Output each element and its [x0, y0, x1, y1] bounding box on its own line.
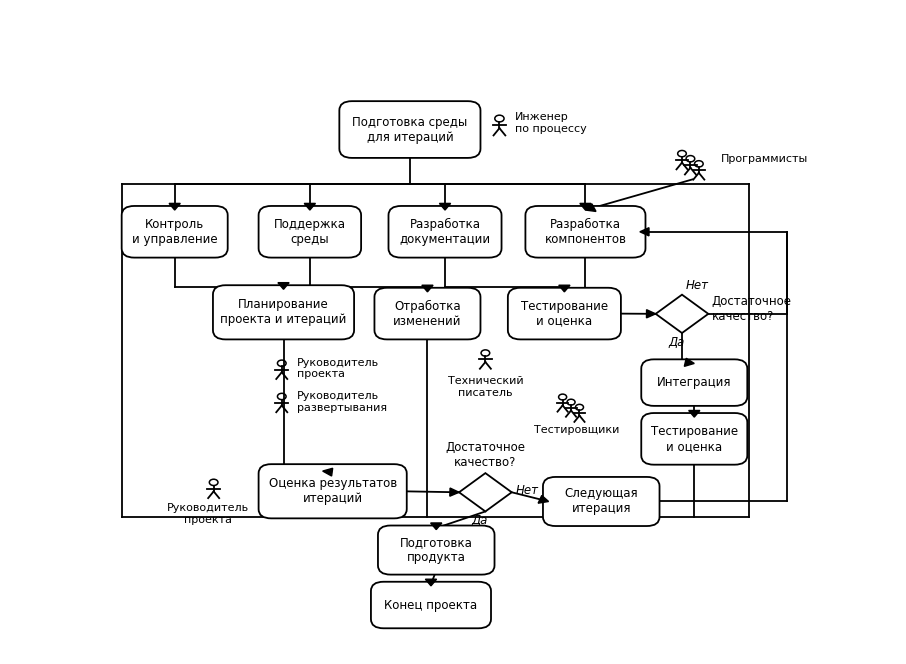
FancyBboxPatch shape: [641, 413, 747, 465]
Text: Подготовка среды
для итераций: Подготовка среды для итераций: [352, 116, 467, 143]
Text: Контроль
и управление: Контроль и управление: [132, 218, 217, 246]
Text: Да: Да: [472, 514, 488, 527]
Polygon shape: [439, 203, 450, 210]
Polygon shape: [430, 523, 442, 530]
Polygon shape: [169, 203, 180, 210]
FancyBboxPatch shape: [389, 206, 502, 258]
Text: Достаточное
качество?: Достаточное качество?: [446, 441, 525, 469]
Text: Нет: Нет: [516, 484, 538, 497]
Polygon shape: [304, 203, 315, 210]
Text: Разработка
документации: Разработка документации: [400, 218, 490, 246]
Polygon shape: [684, 359, 694, 367]
Text: Подготовка
продукта: Подготовка продукта: [400, 536, 473, 564]
FancyBboxPatch shape: [374, 288, 480, 339]
FancyBboxPatch shape: [508, 288, 621, 339]
Text: Отработка
изменений: Отработка изменений: [393, 299, 462, 327]
FancyBboxPatch shape: [258, 464, 407, 519]
Polygon shape: [538, 495, 548, 503]
Text: Руководитель
проекта: Руководитель проекта: [297, 358, 380, 379]
Text: Планирование
проекта и итераций: Планирование проекта и итераций: [220, 298, 347, 326]
Text: Разработка
компонентов: Разработка компонентов: [545, 218, 626, 246]
Text: Нет: Нет: [686, 279, 708, 292]
Polygon shape: [656, 295, 708, 333]
FancyBboxPatch shape: [121, 206, 227, 258]
Text: Программисты: Программисты: [720, 154, 808, 164]
Text: Руководитель
проекта: Руководитель проекта: [167, 503, 249, 525]
Text: Следующая
итерация: Следующая итерация: [564, 487, 638, 515]
Text: Да: Да: [669, 335, 685, 349]
Polygon shape: [559, 286, 570, 292]
Text: Руководитель
развертывания: Руководитель развертывания: [297, 391, 388, 412]
Text: Тестирование
и оценка: Тестирование и оценка: [521, 299, 608, 327]
Polygon shape: [323, 468, 333, 476]
Polygon shape: [459, 473, 512, 511]
Text: Достаточное
качество?: Достаточное качество?: [712, 295, 792, 323]
FancyBboxPatch shape: [543, 477, 660, 526]
Polygon shape: [425, 579, 437, 586]
FancyBboxPatch shape: [641, 359, 747, 406]
FancyBboxPatch shape: [378, 525, 495, 574]
Text: Тестировщики: Тестировщики: [534, 425, 620, 435]
Polygon shape: [278, 283, 289, 290]
Text: Конец проекта: Конец проекта: [384, 598, 477, 612]
FancyBboxPatch shape: [340, 101, 480, 158]
Polygon shape: [640, 228, 649, 236]
Polygon shape: [580, 203, 591, 210]
Text: Тестирование
и оценка: Тестирование и оценка: [651, 425, 737, 453]
Polygon shape: [422, 286, 433, 292]
Text: Поддержка
среды: Поддержка среды: [274, 218, 346, 246]
FancyBboxPatch shape: [213, 286, 354, 339]
FancyBboxPatch shape: [371, 582, 491, 628]
FancyBboxPatch shape: [525, 206, 645, 258]
Polygon shape: [647, 309, 656, 318]
FancyBboxPatch shape: [258, 206, 361, 258]
Text: Технический
писатель: Технический писатель: [448, 376, 523, 398]
Polygon shape: [449, 488, 459, 496]
Polygon shape: [689, 410, 700, 417]
Text: Оценка результатов
итераций: Оценка результатов итераций: [268, 477, 397, 505]
Text: Инженер
по процессу: Инженер по процессу: [515, 112, 586, 133]
Text: Интеграция: Интеграция: [657, 376, 731, 389]
Polygon shape: [585, 204, 596, 211]
